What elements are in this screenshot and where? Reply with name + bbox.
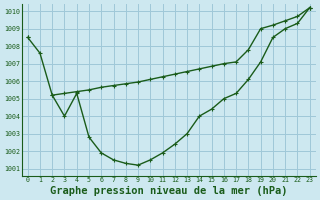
X-axis label: Graphe pression niveau de la mer (hPa): Graphe pression niveau de la mer (hPa): [50, 186, 287, 196]
